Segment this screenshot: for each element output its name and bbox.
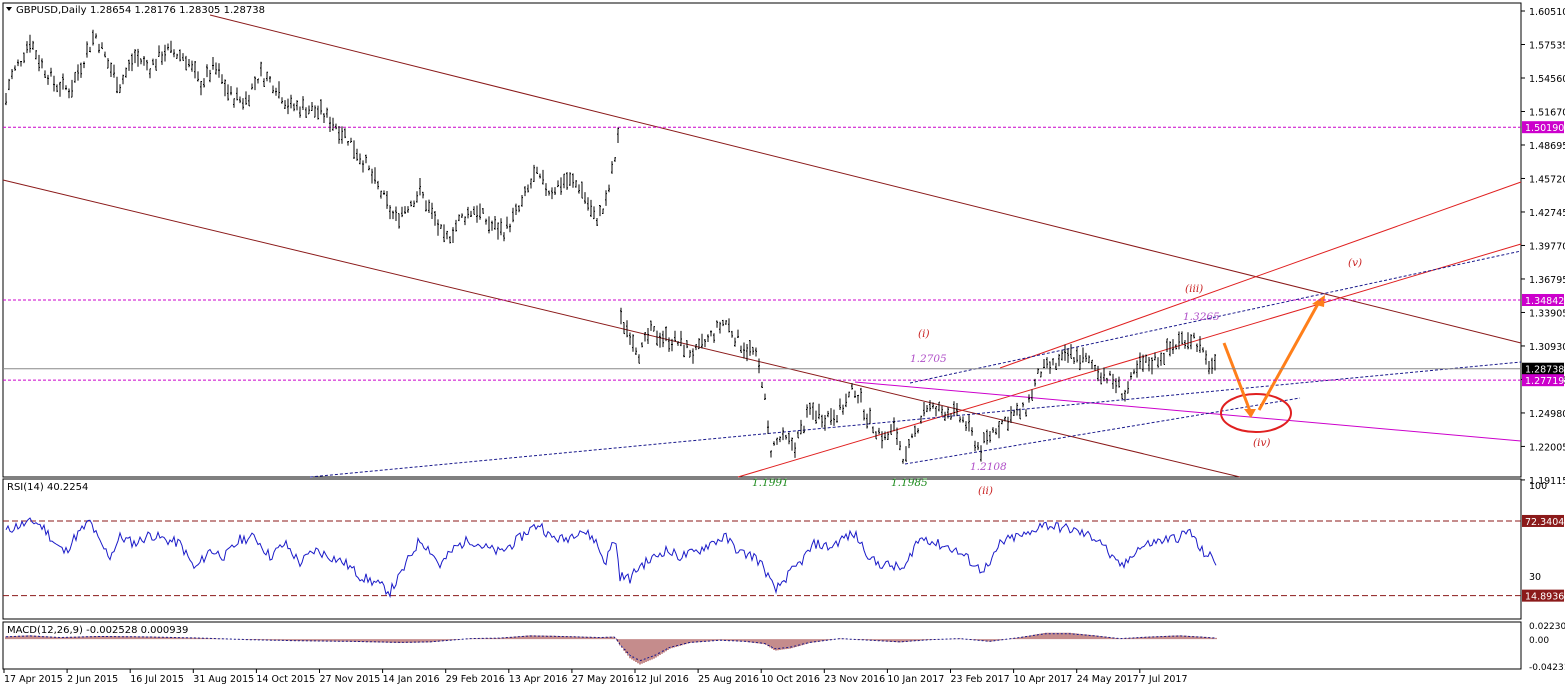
time-tick-label: 2 Jun 2015 xyxy=(67,674,118,685)
price-tick-label: 1.19115 xyxy=(1529,476,1565,487)
rsi-panel xyxy=(2,478,1522,620)
time-tick-label: 10 Jan 2017 xyxy=(887,674,944,685)
price-tick-label: 1.36795 xyxy=(1529,275,1565,286)
rsi-level-badge xyxy=(1522,589,1564,602)
rsi-tick-label: 30 xyxy=(1529,572,1541,583)
price-tick-label: 1.39770 xyxy=(1529,241,1565,252)
price-annotation: 1.3265 xyxy=(1183,311,1220,323)
magenta-downtrend-line xyxy=(854,381,1522,442)
wave-label: (i) xyxy=(918,328,930,340)
rsi-title: RSI(14) 40.2254 xyxy=(7,482,88,493)
horizontal-price-lines xyxy=(3,126,1521,381)
rsi-level-label: 14.8936 xyxy=(1525,592,1564,603)
macd-panel xyxy=(2,621,1522,670)
wave-label: (iii) xyxy=(1185,283,1203,295)
macd-tick-label: -0.042312 xyxy=(1529,663,1565,673)
time-tick-label: 13 Apr 2016 xyxy=(509,674,568,685)
dotted-lower-line xyxy=(904,397,1301,465)
time-tick-label: 14 Oct 2015 xyxy=(256,674,315,685)
ohlc-bars xyxy=(5,29,1216,464)
rsi-level-label: 72.3404 xyxy=(1525,517,1564,528)
price-annotation: 1.2108 xyxy=(970,461,1007,473)
price-tick-label: 1.51670 xyxy=(1529,107,1565,118)
price-tick-label: 1.33905 xyxy=(1529,308,1565,319)
price-badge xyxy=(1522,293,1564,306)
projection-arrowhead-up xyxy=(1312,295,1325,307)
time-tick-label: 17 Apr 2015 xyxy=(4,674,63,685)
price-badge-label: 1.27719 xyxy=(1525,376,1564,387)
projection-arrowhead-down xyxy=(1244,409,1256,418)
uptrend-lower-line xyxy=(737,243,1522,478)
time-axis: 17 Apr 2015 2 Jun 2015 16 Jul 2015 31 Aug 2… xyxy=(3,669,1188,685)
time-tick-label: 23 Nov 2016 xyxy=(824,674,885,685)
price-badge xyxy=(1522,121,1564,134)
time-tick-label: 7 Jul 2017 xyxy=(1140,674,1188,685)
macd-title: MACD(12,26,9) -0.002528 0.000939 xyxy=(7,625,188,636)
dotted-upper-line xyxy=(909,250,1522,384)
symbol-title: GBPUSD,Daily xyxy=(16,5,87,16)
macd-signal-line xyxy=(5,633,1217,662)
price-tick-label: 1.48695 xyxy=(1529,141,1565,152)
collapse-triangle-icon[interactable] xyxy=(6,7,12,11)
time-tick-label: 10 Oct 2016 xyxy=(761,674,820,685)
main-panel xyxy=(2,2,1522,478)
price-annotation: 1.1985 xyxy=(891,477,928,489)
time-tick-label: 25 Aug 2016 xyxy=(698,674,759,685)
current-price-label: 1.28738 xyxy=(1525,365,1564,376)
macd-panel-frame xyxy=(2,621,1522,670)
dotted-long-line xyxy=(309,361,1522,478)
time-tick-label: 29 Feb 2016 xyxy=(446,674,505,685)
wave-label: (v) xyxy=(1348,257,1362,269)
price-tick-label: 1.57535 xyxy=(1529,40,1565,51)
time-tick-label: 31 Aug 2015 xyxy=(193,674,254,685)
time-tick-label: 27 May 2016 xyxy=(572,674,634,685)
time-tick-label: 14 Jan 2016 xyxy=(383,674,440,685)
current-price-badge xyxy=(1522,362,1564,375)
uptrend-upper-line xyxy=(999,181,1522,369)
price-badge-label: 1.34842 xyxy=(1525,296,1564,307)
macd-tick-label: 0.00 xyxy=(1529,636,1549,646)
price-axis: 1.60510 1.57535 1.54560 1.51670 1.48695 1.457… xyxy=(1521,7,1565,487)
macd-indicator: 0.022307 0.00 -0.042312 xyxy=(5,622,1565,673)
channel-top-line xyxy=(209,14,1522,344)
ohlc-readout: 1.28654 1.28176 1.28305 1.28738 xyxy=(90,5,265,16)
price-badge-label: 1.50190 xyxy=(1525,123,1564,134)
wave-label: (iv) xyxy=(1253,437,1270,449)
price-annotation: 1.1991 xyxy=(752,477,789,489)
time-tick-label: 16 Jul 2015 xyxy=(130,674,184,685)
channel-bottom-line xyxy=(2,179,1241,478)
price-annotation: 1.2705 xyxy=(910,353,947,365)
wave-iv-target-ellipse xyxy=(1220,393,1292,433)
trend-lines xyxy=(2,14,1522,478)
price-tick-label: 1.54560 xyxy=(1529,74,1565,85)
price-tick-label: 1.30930 xyxy=(1529,342,1565,353)
time-tick-label: 27 Nov 2015 xyxy=(320,674,381,685)
price-tick-label: 1.60510 xyxy=(1529,7,1565,18)
price-tick-label: 1.22005 xyxy=(1529,442,1565,453)
price-tick-label: 1.45720 xyxy=(1529,174,1565,185)
time-tick-label: 23 Feb 2017 xyxy=(951,674,1010,685)
price-badge xyxy=(1522,374,1564,387)
projection-arrow-down xyxy=(1222,342,1252,412)
time-tick-label: 24 May 2017 xyxy=(1077,674,1139,685)
price-tick-label: 1.24980 xyxy=(1529,409,1565,420)
main-panel-frame xyxy=(2,2,1522,478)
rsi-line xyxy=(5,517,1217,599)
projection-arrow-up xyxy=(1257,301,1321,411)
rsi-level-badge xyxy=(1522,514,1564,527)
rsi-tick-label: 100 xyxy=(1529,481,1547,492)
main-title-group: GBPUSD,Daily 1.28654 1.28176 1.28305 1.2… xyxy=(6,5,265,16)
rsi-indicator: 100 30 72.3404 14.8936 xyxy=(3,481,1564,603)
rsi-panel-frame xyxy=(2,478,1522,620)
wave-label: (ii) xyxy=(978,485,993,497)
wave-annotations: 1.2705 1.3265 1.2108 1.1991 1.1985 (i) (ii) (ii… xyxy=(752,257,1362,497)
macd-tick-label: 0.022307 xyxy=(1529,622,1565,632)
time-tick-label: 10 Apr 2017 xyxy=(1014,674,1073,685)
price-tick-label: 1.42745 xyxy=(1529,208,1565,219)
time-tick-label: 12 Jul 2016 xyxy=(635,674,689,685)
